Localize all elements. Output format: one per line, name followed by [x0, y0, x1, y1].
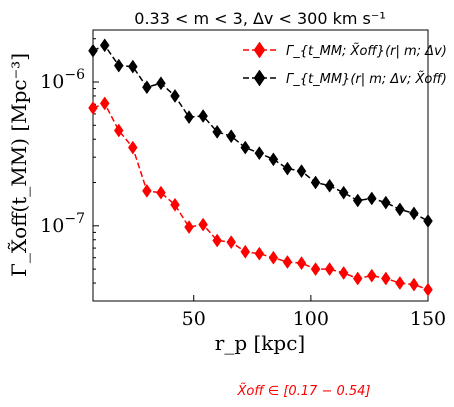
data-point	[184, 220, 194, 235]
data-point	[156, 185, 166, 200]
data-point	[142, 183, 152, 198]
data-point	[381, 195, 391, 210]
data-point	[254, 246, 265, 261]
data-point	[198, 109, 208, 123]
data-point	[128, 59, 138, 74]
data-point	[352, 193, 363, 208]
data-point	[113, 123, 124, 138]
data-point	[99, 38, 110, 53]
data-point	[254, 146, 265, 161]
data-point	[88, 43, 98, 58]
data-point	[226, 235, 237, 250]
data-point	[338, 266, 349, 280]
data-point	[409, 206, 419, 221]
data-point	[324, 262, 335, 277]
y-axis-label: Γ_X̃off(t_MM) [Mpc⁻³]	[7, 53, 31, 277]
data-point	[409, 277, 419, 292]
legend-marker	[253, 41, 266, 59]
data-point	[296, 256, 307, 271]
data-point	[184, 110, 194, 125]
data-point	[99, 96, 110, 111]
data-point	[113, 58, 124, 73]
data-point	[240, 140, 251, 155]
legend-marker	[253, 69, 266, 87]
legend-entry: Γ_{t_MM}(r| m; Δv; X̃off)	[243, 69, 447, 87]
x-tick-label: 150	[410, 308, 446, 330]
data-point	[324, 178, 335, 193]
footnote: X̃off ∈ [0.17 − 0.54]	[236, 384, 370, 399]
data-point	[88, 101, 98, 115]
data-point	[198, 217, 208, 232]
data-point	[423, 282, 433, 297]
x-axis-label: r_p [kpc]	[215, 331, 305, 355]
data-point	[338, 185, 349, 200]
data-point	[310, 262, 321, 277]
data-point	[381, 271, 391, 286]
legend: Γ_{t_MM; X̃off}(r| m; Δv) Γ_{t_MM}(r| m; …	[243, 41, 447, 87]
data-point	[366, 191, 377, 206]
data-point	[156, 76, 166, 91]
chart-title: 0.33 < m < 3, Δv < 300 km s⁻¹	[134, 9, 385, 28]
data-point	[212, 233, 222, 248]
data-point	[282, 255, 293, 269]
data-point	[282, 161, 293, 176]
legend-label: Γ_{t_MM}(r| m; Δv; X̃off)	[286, 72, 447, 87]
data-point	[268, 250, 279, 265]
data-point	[170, 89, 180, 103]
data-point	[170, 197, 180, 212]
plot-frame	[92, 29, 429, 302]
data-point	[128, 140, 138, 155]
series-1	[88, 96, 433, 297]
x-tick-label: 50	[182, 308, 206, 330]
legend-label: Γ_{t_MM; X̃off}(r| m; Δv)	[286, 44, 447, 59]
series-layer	[88, 38, 433, 297]
x-tick-label: 100	[293, 308, 329, 330]
data-point	[142, 80, 152, 95]
series-2	[88, 38, 433, 228]
series-line	[92, 102, 429, 291]
data-point	[395, 276, 405, 290]
legend-entry: Γ_{t_MM; X̃off}(r| m; Δv)	[243, 41, 447, 59]
data-point	[212, 124, 222, 139]
data-point	[240, 244, 251, 259]
y-tick-label: 10−6	[40, 67, 85, 93]
data-point	[296, 164, 307, 179]
data-point	[366, 268, 377, 283]
data-point	[423, 214, 433, 228]
data-point	[352, 271, 363, 286]
data-point	[395, 202, 405, 217]
data-point	[268, 152, 279, 167]
data-point	[310, 175, 321, 190]
y-tick-label: 10−7	[40, 211, 85, 237]
data-point	[226, 129, 237, 144]
